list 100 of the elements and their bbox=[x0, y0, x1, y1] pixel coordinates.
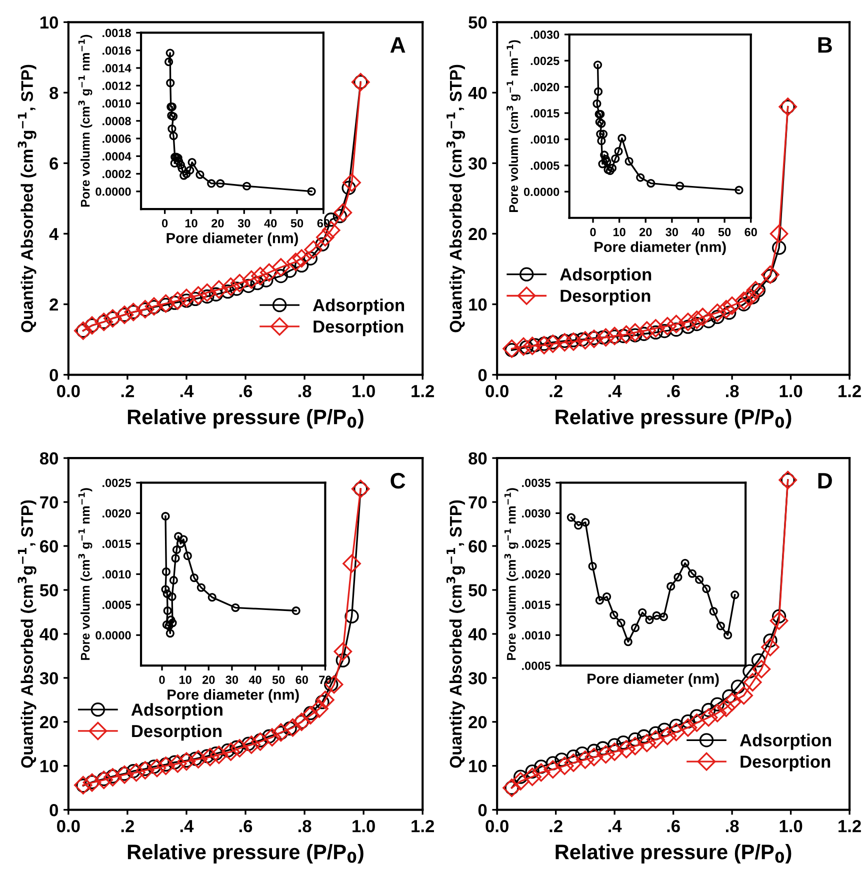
x-axis-title: Pore diameter (nm) bbox=[588, 673, 719, 687]
y-tick-label: 0 bbox=[50, 804, 58, 816]
x-tick-label: 1.0 bbox=[352, 820, 375, 832]
y-tick-label: .0015 bbox=[522, 600, 550, 610]
y-tick-label: 0 bbox=[478, 804, 487, 816]
y-tick-label: .0005 bbox=[530, 162, 560, 170]
x-tick-label: 50 bbox=[272, 676, 285, 684]
x-tick-label: .2 bbox=[550, 820, 562, 832]
y-tick-label: 8 bbox=[50, 86, 58, 100]
y-tick-label: 10 bbox=[469, 298, 487, 311]
y-tick-label: .0010 bbox=[102, 570, 131, 579]
y-tick-label: 50 bbox=[468, 584, 487, 596]
y-axis-title: Quantity Absorbed (cm$^{3}$g$^{−1}$, STP) bbox=[18, 64, 36, 332]
x-tick-label: 50 bbox=[290, 219, 304, 228]
y-tick-label: 80 bbox=[40, 452, 58, 465]
y-tick-label: .0014 bbox=[102, 64, 132, 72]
y-axis-title: Quantity Absorbed (cm$^{3}$g$^{−1}$, STP) bbox=[446, 500, 466, 768]
annotation: C bbox=[390, 472, 406, 489]
y-tick-label: 30 bbox=[468, 157, 487, 170]
x-tick-label: 10 bbox=[185, 219, 198, 228]
x-tick-label: 10 bbox=[614, 228, 626, 236]
y-tick-label: 60 bbox=[468, 540, 487, 552]
y-tick-label: 20 bbox=[468, 716, 487, 728]
legend-label: Desorption bbox=[314, 320, 404, 336]
x-tick-label: 40 bbox=[692, 228, 704, 236]
legend-label: Desorption bbox=[740, 755, 830, 772]
legend-label: Adsorption bbox=[740, 734, 832, 750]
legend-label: Desorption bbox=[560, 289, 650, 306]
x-tick-label: 20 bbox=[212, 219, 224, 228]
x-tick-label: 1.0 bbox=[352, 384, 375, 398]
y-tick-label: 0 bbox=[478, 368, 487, 382]
x-tick-label: .4 bbox=[608, 385, 622, 398]
y-axis-title: Pore volumn (cm$^{3}$ g$^{−1}$ nm$^{−1}$) bbox=[78, 488, 92, 660]
y-axis-title: Pore volumn (cm$^{3}$ g$^{−1}$ nm$^{−1}$) bbox=[78, 34, 92, 207]
legend-label: Desorption bbox=[132, 724, 222, 741]
legend-label: Adsorption bbox=[131, 703, 222, 720]
y-tick-label: 0 bbox=[50, 368, 58, 382]
x-tick-label: 1.0 bbox=[780, 820, 802, 832]
x-tick-label: .4 bbox=[180, 385, 194, 398]
x-tick-label: 0.0 bbox=[486, 820, 508, 832]
y-tick-label: .0020 bbox=[102, 509, 131, 518]
x-tick-label: 0 bbox=[162, 219, 168, 228]
legend-label: Adsorption bbox=[560, 268, 652, 284]
x-tick-label: 0 bbox=[159, 676, 165, 684]
x-tick-label: 0.0 bbox=[486, 384, 508, 398]
x-tick-label: 40 bbox=[264, 219, 277, 228]
y-tick-label: 80 bbox=[468, 452, 487, 465]
x-tick-label: .8 bbox=[298, 384, 312, 398]
x-axis-title: Pore diameter (nm) bbox=[168, 689, 299, 703]
y-tick-label: .0025 bbox=[102, 478, 131, 488]
x-tick-label: 1.0 bbox=[780, 384, 802, 398]
y-tick-label: 70 bbox=[468, 496, 487, 508]
x-tick-label: 30 bbox=[666, 228, 678, 236]
x-tick-label: .8 bbox=[726, 820, 739, 832]
x-tick-label: 40 bbox=[248, 676, 262, 684]
y-tick-label: 0.0000 bbox=[524, 188, 560, 196]
x-tick-label: 1.2 bbox=[838, 820, 861, 832]
x-tick-label: .2 bbox=[121, 820, 134, 832]
legend-label: Adsorption bbox=[312, 298, 404, 315]
y-tick-label: .0005 bbox=[102, 600, 131, 610]
x-axis-title: Relative pressure (P/P$_{0}$) bbox=[556, 409, 792, 428]
y-tick-label: 50 bbox=[468, 16, 487, 29]
y-tick-label: .0004 bbox=[102, 152, 132, 161]
y-tick-label: .0035 bbox=[522, 478, 550, 488]
y-tick-label: .0018 bbox=[102, 28, 131, 38]
y-tick-label: .0002 bbox=[102, 170, 131, 178]
x-tick-label: .4 bbox=[608, 820, 622, 832]
x-tick-label: 50 bbox=[718, 228, 731, 236]
x-tick-label: .2 bbox=[550, 384, 562, 398]
x-tick-label: .8 bbox=[298, 820, 312, 832]
y-tick-label: 70 bbox=[40, 496, 58, 508]
y-tick-label: 0.0000 bbox=[96, 187, 131, 196]
y-tick-label: 40 bbox=[468, 86, 487, 100]
y-tick-label: .0015 bbox=[102, 540, 131, 548]
y-tick-label: .0020 bbox=[530, 82, 560, 92]
x-tick-label: .8 bbox=[726, 384, 739, 398]
y-tick-label: 10 bbox=[40, 760, 58, 772]
x-tick-label: .6 bbox=[667, 820, 680, 832]
annotation: A bbox=[390, 37, 406, 53]
y-tick-label: .0010 bbox=[102, 99, 131, 108]
x-tick-label: 20 bbox=[202, 676, 215, 684]
y-tick-label: .0010 bbox=[522, 631, 550, 640]
x-axis-title: Pore diameter (nm) bbox=[166, 232, 298, 246]
annotation: D bbox=[818, 473, 832, 488]
y-tick-label: 10 bbox=[40, 16, 58, 29]
y-tick-label: 10 bbox=[469, 760, 487, 772]
x-tick-label: 30 bbox=[226, 676, 238, 684]
y-tick-label: 50 bbox=[40, 584, 58, 596]
y-tick-label: .0025 bbox=[522, 540, 550, 548]
y-tick-label: .0005 bbox=[522, 662, 550, 670]
x-tick-label: .6 bbox=[667, 384, 680, 398]
x-tick-label: 0 bbox=[590, 228, 596, 236]
y-tick-label: .0010 bbox=[530, 135, 560, 144]
y-tick-label: .0006 bbox=[102, 134, 131, 143]
y-tick-label: .0030 bbox=[522, 509, 550, 518]
x-axis-title: Pore diameter (nm) bbox=[594, 241, 726, 255]
x-tick-label: 60 bbox=[744, 228, 757, 236]
x-tick-label: 30 bbox=[238, 219, 250, 228]
x-axis-title: Relative pressure (P/P$_{0}$) bbox=[128, 409, 364, 428]
y-tick-label: .0015 bbox=[530, 109, 560, 118]
